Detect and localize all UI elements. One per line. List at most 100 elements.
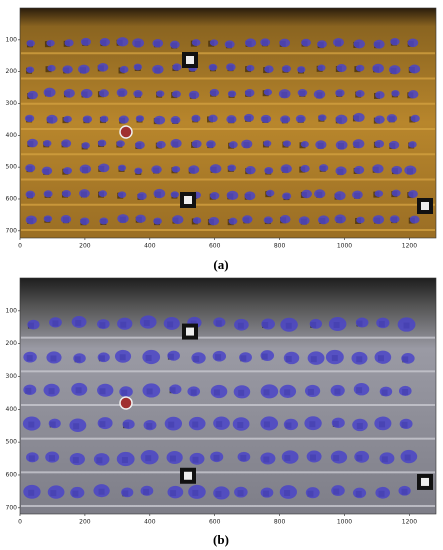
panel-label: (a) xyxy=(213,257,228,272)
plant xyxy=(119,386,133,398)
plant xyxy=(70,486,85,499)
y-tick-label: 400 xyxy=(6,132,18,139)
rail xyxy=(21,178,435,181)
plant xyxy=(309,318,323,329)
plant xyxy=(97,352,110,363)
plant xyxy=(133,63,142,71)
plant xyxy=(97,139,107,147)
rail xyxy=(21,437,435,440)
plant xyxy=(80,37,91,46)
plant xyxy=(372,63,384,74)
y-tick-label: 600 xyxy=(6,471,18,478)
plant xyxy=(325,349,344,365)
plant xyxy=(281,450,299,464)
plant xyxy=(265,189,275,197)
plant xyxy=(164,416,183,431)
plant xyxy=(97,63,109,72)
plant xyxy=(97,417,113,430)
plant xyxy=(188,165,200,174)
y-tick-label: 200 xyxy=(6,340,18,347)
plant xyxy=(79,189,90,198)
plant xyxy=(187,386,201,397)
plant xyxy=(374,416,392,431)
plant xyxy=(171,165,181,173)
plant xyxy=(391,165,403,175)
plant xyxy=(213,416,230,430)
plant xyxy=(334,191,346,201)
rail xyxy=(21,471,435,474)
rail xyxy=(21,370,435,373)
plant xyxy=(226,190,239,201)
plant xyxy=(69,453,85,466)
plant xyxy=(374,350,392,364)
marker-inner xyxy=(421,202,429,210)
plant xyxy=(188,484,206,499)
plant xyxy=(139,315,157,329)
plant xyxy=(400,449,418,464)
plant xyxy=(166,451,183,464)
plant xyxy=(60,215,72,224)
plant xyxy=(260,487,274,498)
plant xyxy=(63,167,72,175)
plant xyxy=(353,383,370,396)
plant xyxy=(239,352,252,363)
marker-inner xyxy=(184,196,192,204)
plant xyxy=(353,165,365,175)
plant xyxy=(246,64,255,72)
plant xyxy=(99,115,109,123)
plant xyxy=(62,65,73,74)
plant xyxy=(167,350,180,361)
plant xyxy=(27,90,38,100)
plant xyxy=(306,450,322,463)
plant xyxy=(244,191,256,201)
plant xyxy=(233,385,251,399)
plant xyxy=(355,90,365,98)
plant xyxy=(117,191,127,198)
plant xyxy=(298,216,310,225)
plant xyxy=(93,453,110,466)
plant xyxy=(228,141,238,149)
plant xyxy=(375,486,391,499)
plant xyxy=(399,418,413,430)
plant xyxy=(99,217,109,225)
plant xyxy=(398,485,411,496)
plant xyxy=(234,318,249,331)
marker-inner xyxy=(421,477,429,486)
plant xyxy=(213,317,226,328)
plant xyxy=(167,485,184,499)
x-tick-label: 800 xyxy=(274,243,286,250)
plant xyxy=(210,384,228,399)
plant xyxy=(209,191,220,200)
plant xyxy=(408,64,421,74)
panel-label: (b) xyxy=(213,532,229,547)
plant xyxy=(330,450,348,464)
plant xyxy=(379,386,393,397)
plant xyxy=(134,141,145,150)
rail xyxy=(21,52,435,55)
plant xyxy=(206,140,216,148)
plant xyxy=(354,450,370,463)
plant xyxy=(297,66,306,73)
x-tick-label: 200 xyxy=(79,243,91,250)
plant xyxy=(330,384,345,397)
plant xyxy=(117,214,129,224)
plant xyxy=(391,189,401,197)
plant xyxy=(121,487,134,498)
plant xyxy=(188,90,200,100)
plant xyxy=(264,65,274,73)
x-tick-label: 1200 xyxy=(402,243,417,250)
plant xyxy=(297,88,308,97)
plant xyxy=(26,452,39,463)
plant xyxy=(331,417,345,429)
plant xyxy=(192,217,202,224)
plant xyxy=(260,384,279,399)
plant xyxy=(335,114,348,125)
plant xyxy=(140,485,154,496)
rail xyxy=(21,336,435,339)
plant xyxy=(333,37,345,47)
rail xyxy=(21,404,435,406)
plant xyxy=(304,384,321,397)
plant xyxy=(170,191,179,198)
plant xyxy=(81,142,90,149)
plant xyxy=(283,351,300,365)
